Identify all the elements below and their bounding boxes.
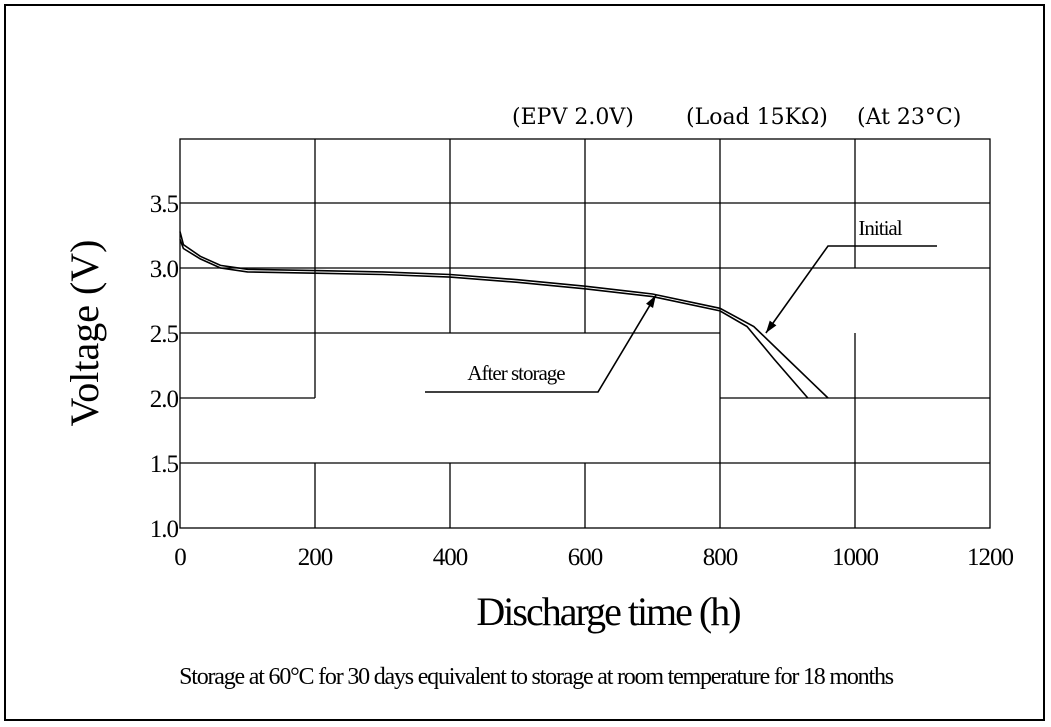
x-tick-label: 200 (298, 544, 333, 571)
x-tick-label: 400 (433, 544, 468, 571)
caption: Storage at 60°C for 30 days equivalent t… (179, 664, 894, 690)
condition-load: (Load 15KΩ) (686, 105, 828, 130)
condition-temperature: (At 23°C) (857, 105, 961, 130)
y-axis-label: Voltage (V) (62, 240, 107, 427)
x-tick-label: 0 (174, 544, 186, 571)
chart-frame (4, 4, 1045, 721)
annotation-group: Initial After storage (425, 216, 937, 393)
plot-grid (179, 138, 991, 529)
y-axis-ticks: 1.0 1.5 2.0 2.5 3.0 3.5 (150, 191, 180, 543)
y-tick-label: 1.5 (150, 451, 179, 478)
annotation-arrow-after-storage (646, 295, 656, 308)
annotation-label-initial: Initial (858, 216, 902, 240)
x-axis-label: Discharge time (h) (476, 589, 740, 634)
y-tick-label: 2.0 (150, 386, 179, 413)
x-tick-label: 600 (568, 544, 603, 571)
series-line-after-storage (179, 239, 809, 399)
series-line-initial (179, 231, 829, 399)
series-group (179, 231, 829, 399)
y-tick-label: 1.0 (150, 516, 179, 543)
x-axis-ticks: 0 200 400 600 800 1000 1200 (174, 544, 1014, 571)
condition-epv: (EPV 2.0V) (512, 105, 634, 130)
y-tick-label: 3.5 (150, 191, 179, 218)
x-tick-label: 800 (703, 544, 738, 571)
x-tick-label: 1200 (967, 544, 1014, 571)
annotation-arrow-initial (765, 320, 777, 333)
y-tick-label: 3.0 (150, 256, 179, 283)
x-tick-label: 1000 (832, 544, 879, 571)
y-tick-label: 2.5 (150, 321, 179, 348)
annotation-leader-after-storage (425, 294, 657, 393)
annotation-leader-initial (765, 245, 937, 334)
annotation-label-after-storage: After storage (467, 361, 565, 385)
